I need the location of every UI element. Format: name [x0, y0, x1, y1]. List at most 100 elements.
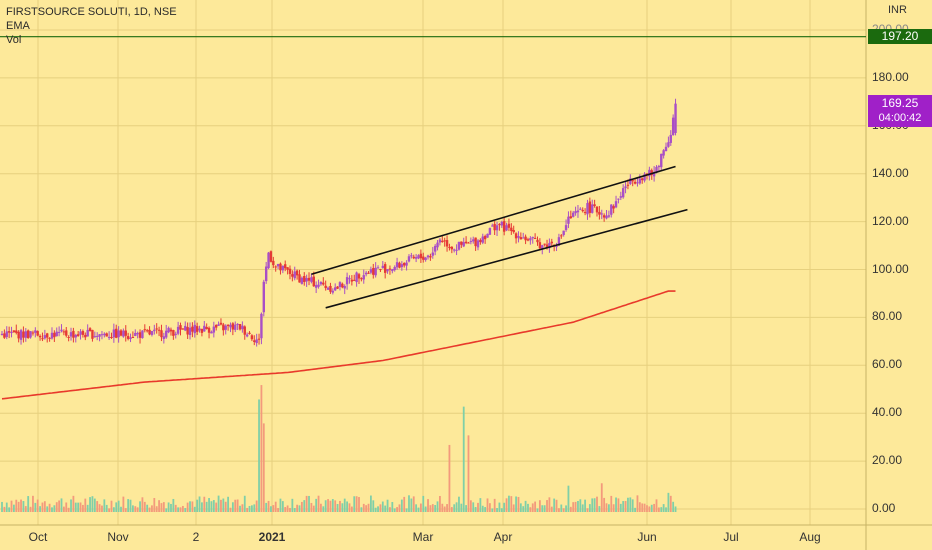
y-tick-label: 20.00 [872, 453, 903, 468]
candle-body [353, 279, 356, 281]
candle-body [660, 153, 663, 168]
candle-body [314, 285, 318, 288]
candle-body [569, 216, 573, 219]
candle-body [293, 271, 296, 279]
candle-body [495, 225, 499, 231]
volume-bar [522, 506, 525, 512]
volume-bar [105, 504, 108, 512]
candle-body [93, 336, 97, 338]
candle-body [667, 142, 670, 147]
volume-bar [286, 505, 289, 512]
volume-bar [17, 501, 20, 512]
volume-bar [170, 503, 172, 512]
candle-body [393, 267, 396, 271]
volume-bar [67, 507, 70, 512]
candle-body [203, 325, 206, 332]
volume-bar [32, 495, 34, 512]
candle-body [512, 230, 515, 233]
volume-bar [493, 498, 496, 512]
volume-bar [574, 501, 577, 512]
volume-bar [146, 504, 149, 512]
candle-body [526, 239, 530, 241]
bar-countdown: 04:00:42 [878, 112, 922, 124]
candle-body [669, 134, 672, 143]
volume-bar [646, 505, 648, 512]
volume-bar [527, 503, 529, 512]
volume-bar [622, 501, 625, 512]
volume-legend[interactable]: Vol [6, 34, 22, 46]
volume-bar [558, 508, 560, 512]
volume-bar [165, 508, 168, 512]
candle-body [445, 240, 449, 247]
ema-legend[interactable]: EMA [6, 20, 30, 32]
volume-bar [396, 507, 398, 512]
volume-bar [308, 495, 310, 512]
y-tick-label: 0.00 [872, 501, 896, 515]
candle-body [50, 332, 54, 339]
volume-bar [136, 507, 139, 512]
y-tick-label: 140.00 [872, 165, 909, 180]
candle-body [641, 178, 644, 181]
candle-body [167, 327, 170, 333]
volume-bar [74, 502, 77, 512]
y-tick-label: 120.00 [872, 213, 909, 228]
candle-body [350, 279, 354, 282]
volume-bar [465, 505, 467, 512]
candle-body [448, 246, 451, 248]
candle-body [364, 272, 368, 275]
candle-body [48, 337, 51, 339]
candle-body [600, 213, 603, 215]
volume-bar [391, 501, 394, 512]
candle-body [498, 224, 501, 226]
volume-bar [662, 504, 665, 512]
x-tick-label: Oct [28, 530, 48, 544]
volume-bar [198, 496, 201, 512]
volume-bar [251, 505, 253, 512]
volume-bar [212, 500, 215, 512]
volume-bar [377, 506, 379, 512]
candle-body [372, 268, 375, 275]
volume-bar [441, 503, 444, 512]
candle-body [229, 324, 232, 328]
volume-bar [591, 498, 594, 512]
volume-bar [91, 496, 94, 512]
volume-bar [193, 506, 196, 512]
candle-body [7, 331, 11, 333]
volume-bar [115, 502, 118, 512]
candle-body [184, 325, 187, 331]
candle-body [491, 225, 494, 227]
candle-body [514, 233, 518, 239]
candle-body [60, 329, 63, 332]
candle-body [519, 237, 523, 240]
candle-body [662, 150, 665, 156]
candle-body [303, 276, 306, 282]
volume-bar [262, 423, 265, 512]
volume-bar [148, 507, 151, 512]
symbol-legend[interactable]: FIRSTSOURCE SOLUTI, 1D, NSE [6, 6, 177, 18]
volume-bar [248, 505, 251, 512]
volume-bar [631, 499, 634, 512]
volume-bar [270, 506, 272, 512]
volume-bar [353, 496, 356, 512]
candle-body [536, 239, 539, 243]
candle-body [29, 331, 32, 338]
candle-body [26, 330, 30, 339]
volume-bar [508, 495, 510, 512]
volume-bar [205, 501, 208, 512]
candle-body [174, 333, 177, 335]
candle-body [238, 324, 242, 330]
candle-body [160, 330, 163, 338]
volume-bar [103, 499, 106, 512]
volume-bar [429, 505, 432, 512]
volume-bar [350, 506, 353, 512]
candle-body [631, 180, 634, 182]
candle-body [474, 237, 477, 247]
candle-body [98, 334, 101, 337]
candle-body [222, 324, 225, 331]
candle-body [636, 182, 639, 184]
volume-bar [543, 505, 546, 512]
candle-body [155, 328, 158, 330]
candle-body [431, 252, 434, 256]
